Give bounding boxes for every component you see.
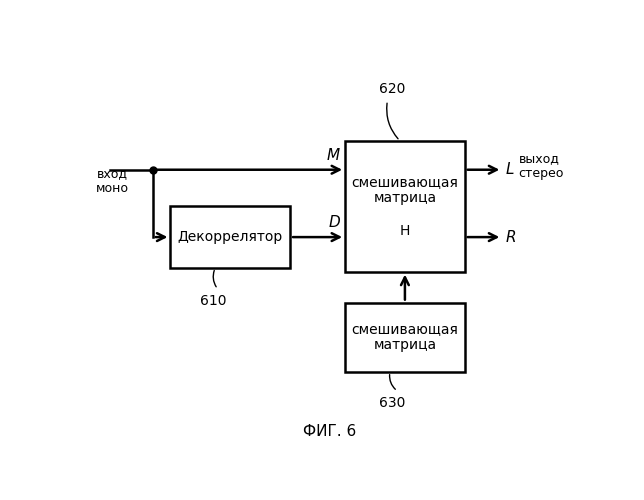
Text: 630: 630 (379, 396, 406, 409)
Text: M: M (327, 148, 340, 163)
Text: R: R (506, 230, 516, 244)
Text: D: D (328, 215, 340, 230)
Bar (345, 302, 465, 372)
Text: Декоррелятор: Декоррелятор (178, 230, 283, 244)
Text: смешивающая
матрица: смешивающая матрица (352, 322, 459, 352)
Text: смешивающая
матрица

Н: смешивающая матрица Н (352, 175, 459, 238)
Text: ФИГ. 6: ФИГ. 6 (303, 424, 357, 439)
Text: 620: 620 (379, 82, 406, 96)
Text: L: L (506, 162, 514, 177)
Text: выход
стерео: выход стерео (518, 152, 564, 180)
Text: вход
моно: вход моно (95, 168, 128, 196)
Bar (170, 206, 290, 268)
Bar (345, 141, 465, 272)
Text: 610: 610 (200, 294, 226, 308)
